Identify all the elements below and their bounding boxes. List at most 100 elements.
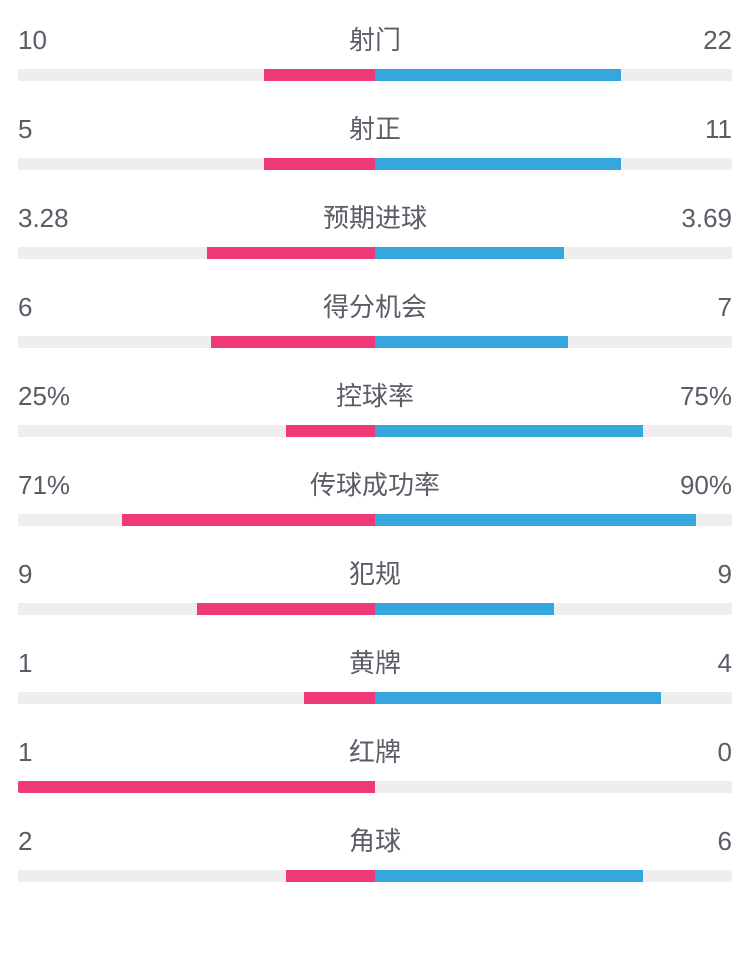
stat-bar-track (18, 247, 732, 259)
stat-bar-track (18, 781, 732, 793)
stat-right-value: 6 (494, 826, 732, 857)
stat-bar-left-fill (197, 603, 376, 615)
stat-label: 得分机会 (256, 287, 494, 324)
stat-bar-right-half (375, 514, 732, 526)
stat-label: 控球率 (256, 376, 494, 413)
stat-bar-track (18, 870, 732, 882)
stat-row: 5射正11 (18, 109, 732, 170)
stat-bar-right-half (375, 158, 732, 170)
stat-bar-left-fill (304, 692, 375, 704)
stat-bar-right-fill (375, 514, 696, 526)
stat-header: 10射门22 (18, 20, 732, 57)
stat-header: 9犯规9 (18, 554, 732, 591)
stat-label: 传球成功率 (256, 465, 494, 502)
stat-row: 25%控球率75% (18, 376, 732, 437)
stat-bar-right-half (375, 692, 732, 704)
stat-bar-left-half (18, 781, 375, 793)
stat-right-value: 7 (494, 292, 732, 323)
stat-bar-right-half (375, 425, 732, 437)
stat-bar-right-fill (375, 158, 621, 170)
stat-bar-left-fill (18, 781, 375, 793)
stat-bar-left-half (18, 425, 375, 437)
stat-bar-track (18, 336, 732, 348)
stat-row: 1红牌0 (18, 732, 732, 793)
stat-right-value: 4 (494, 648, 732, 679)
stat-bar-right-fill (375, 692, 661, 704)
stat-right-value: 75% (494, 381, 732, 412)
stat-left-value: 1 (18, 648, 256, 679)
stats-container: 10射门225射正113.28预期进球3.696得分机会725%控球率75%71… (0, 0, 750, 882)
stat-row: 10射门22 (18, 20, 732, 81)
stat-bar-right-half (375, 69, 732, 81)
stat-row: 6得分机会7 (18, 287, 732, 348)
stat-label: 预期进球 (256, 198, 494, 235)
stat-header: 3.28预期进球3.69 (18, 198, 732, 235)
stat-bar-left-fill (264, 69, 375, 81)
stat-bar-left-half (18, 158, 375, 170)
stat-bar-left-half (18, 336, 375, 348)
stat-bar-track (18, 603, 732, 615)
stat-row: 9犯规9 (18, 554, 732, 615)
stat-header: 1红牌0 (18, 732, 732, 769)
stat-label: 射正 (256, 109, 494, 146)
stat-bar-left-half (18, 870, 375, 882)
stat-bar-right-fill (375, 425, 643, 437)
stat-label: 红牌 (256, 732, 494, 769)
stat-bar-right-half (375, 336, 732, 348)
stat-row: 71%传球成功率90% (18, 465, 732, 526)
stat-bar-track (18, 514, 732, 526)
stat-bar-track (18, 69, 732, 81)
stat-label: 犯规 (256, 554, 494, 591)
stat-left-value: 2 (18, 826, 256, 857)
stat-right-value: 0 (494, 737, 732, 768)
stat-left-value: 10 (18, 25, 256, 56)
stat-label: 黄牌 (256, 643, 494, 680)
stat-bar-track (18, 692, 732, 704)
stat-bar-left-half (18, 603, 375, 615)
stat-row: 1黄牌4 (18, 643, 732, 704)
stat-label: 角球 (256, 821, 494, 858)
stat-bar-right-fill (375, 603, 554, 615)
stat-label: 射门 (256, 20, 494, 57)
stat-bar-left-fill (264, 158, 375, 170)
stat-bar-left-fill (286, 870, 375, 882)
stat-left-value: 6 (18, 292, 256, 323)
stat-row: 2角球6 (18, 821, 732, 882)
stat-header: 25%控球率75% (18, 376, 732, 413)
stat-bar-right-fill (375, 247, 564, 259)
stat-row: 3.28预期进球3.69 (18, 198, 732, 259)
stat-header: 1黄牌4 (18, 643, 732, 680)
stat-right-value: 3.69 (494, 203, 732, 234)
stat-bar-right-fill (375, 870, 643, 882)
stat-header: 5射正11 (18, 109, 732, 146)
stat-bar-left-fill (122, 514, 375, 526)
stat-bar-left-fill (207, 247, 375, 259)
stat-bar-track (18, 425, 732, 437)
stat-right-value: 22 (494, 25, 732, 56)
stat-bar-left-half (18, 514, 375, 526)
stat-bar-right-half (375, 781, 732, 793)
stat-bar-right-fill (375, 336, 568, 348)
stat-bar-left-half (18, 69, 375, 81)
stat-header: 71%传球成功率90% (18, 465, 732, 502)
stat-left-value: 5 (18, 114, 256, 145)
stat-bar-left-half (18, 692, 375, 704)
stat-right-value: 90% (494, 470, 732, 501)
stat-bar-track (18, 158, 732, 170)
stat-header: 2角球6 (18, 821, 732, 858)
stat-bar-left-half (18, 247, 375, 259)
stat-left-value: 71% (18, 470, 256, 501)
stat-bar-right-fill (375, 69, 621, 81)
stat-bar-right-half (375, 247, 732, 259)
stat-header: 6得分机会7 (18, 287, 732, 324)
stat-left-value: 25% (18, 381, 256, 412)
stat-right-value: 11 (494, 114, 732, 145)
stat-bar-left-fill (211, 336, 375, 348)
stat-left-value: 9 (18, 559, 256, 590)
stat-bar-right-half (375, 603, 732, 615)
stat-right-value: 9 (494, 559, 732, 590)
stat-bar-left-fill (286, 425, 375, 437)
stat-bar-right-half (375, 870, 732, 882)
stat-left-value: 3.28 (18, 203, 256, 234)
stat-left-value: 1 (18, 737, 256, 768)
